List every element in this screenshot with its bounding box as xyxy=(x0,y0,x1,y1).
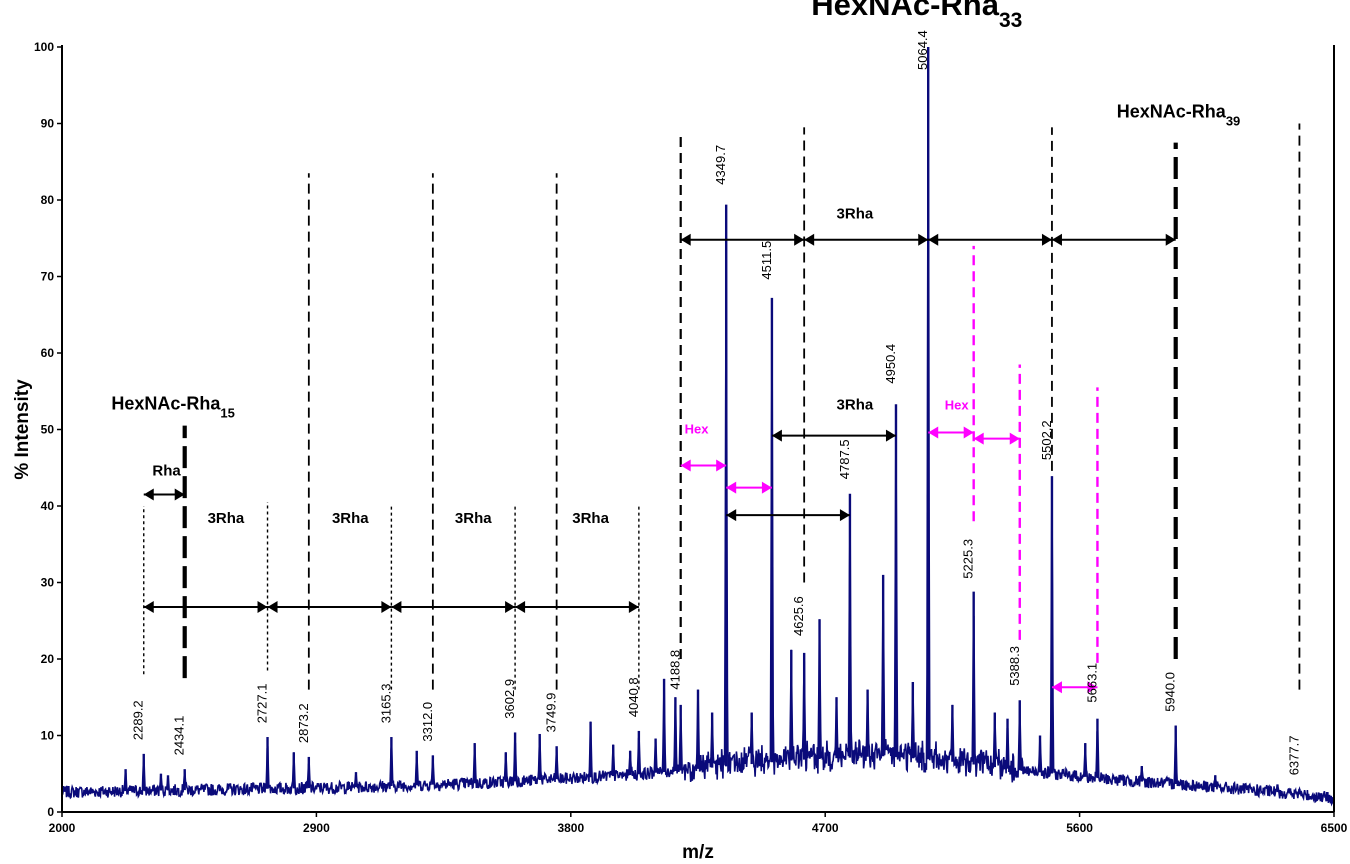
peak-label: 2434.1 xyxy=(172,716,187,756)
peak-label: 2289.2 xyxy=(131,700,146,740)
arrow-head xyxy=(143,488,154,501)
x-tick-label: 6500 xyxy=(1321,821,1348,835)
arrow-head xyxy=(839,509,850,522)
x-tick-label: 3800 xyxy=(557,821,584,835)
arrow-head xyxy=(680,233,691,246)
y-tick-label: 100 xyxy=(34,40,54,54)
arrow-head xyxy=(505,600,516,613)
arrow-head xyxy=(1087,681,1098,694)
series-annotation-title: HexNAc-Rha39 xyxy=(1117,101,1241,128)
x-axis-title: m/z xyxy=(682,842,714,863)
y-tick-label: 80 xyxy=(41,193,55,207)
arrow-head xyxy=(761,481,772,494)
peak-label: 4349.7 xyxy=(713,145,728,185)
peak-label: 3312.0 xyxy=(420,702,435,742)
annotation-label: 3Rha xyxy=(572,510,609,527)
y-tick-label: 90 xyxy=(41,117,55,131)
arrow-head xyxy=(1009,432,1020,445)
arrow-head xyxy=(918,233,929,246)
annotation-label: 3Rha xyxy=(208,510,245,527)
annotation-label: Rha xyxy=(152,462,181,479)
y-tick-label: 50 xyxy=(41,423,55,437)
arrow-head xyxy=(628,600,639,613)
x-tick-label: 2000 xyxy=(49,821,76,835)
peak-label: 4040.8 xyxy=(626,677,641,717)
peak-label: 3165.3 xyxy=(378,684,393,724)
peak-label: 5388.3 xyxy=(1007,646,1022,686)
arrow-head xyxy=(174,488,185,501)
arrow-head xyxy=(973,432,984,445)
peak-label: 2727.1 xyxy=(255,684,270,724)
arrow-head xyxy=(726,509,737,522)
peak-label: 3749.9 xyxy=(544,693,559,733)
arrow-head xyxy=(143,600,154,613)
x-tick-label: 5600 xyxy=(1066,821,1093,835)
y-tick-label: 20 xyxy=(41,652,55,666)
y-tick-label: 30 xyxy=(41,576,55,590)
annotation-label: 3Rha xyxy=(455,510,492,527)
arrow-head xyxy=(381,600,392,613)
axes-group: 2000 2900 3800 4700 5600 6500 0 10 20 30 40 50 60 70 8… xyxy=(12,40,1348,863)
arrow-head xyxy=(885,429,896,442)
peak-label: 4511.5 xyxy=(759,241,774,280)
peak-label: 4950.4 xyxy=(883,344,898,384)
peak-label: 4787.5 xyxy=(837,439,852,479)
peak-label: 2873.2 xyxy=(296,703,311,743)
arrow-head xyxy=(680,459,691,472)
peak-label: 4188.8 xyxy=(668,650,683,690)
y-tick-label: 70 xyxy=(41,270,55,284)
annotation-group: Rha 3Rha 3Rha 3Rha 3Rha 3Rha 3Rha Hex Hex HexNAc-… xyxy=(111,0,1241,694)
x-tick-label: 4700 xyxy=(812,821,839,835)
arrow-head xyxy=(267,600,278,613)
arrow-head xyxy=(1165,233,1176,246)
arrow-head xyxy=(391,600,402,613)
peak-label: 6377.7 xyxy=(1286,736,1301,776)
arrow-head xyxy=(794,233,805,246)
arrow-head xyxy=(726,481,737,494)
reference-lines xyxy=(143,123,1301,690)
peak-label-group: 2289.2 2434.1 2727.1 2873.2 3165.3 3312.0 3602… xyxy=(131,30,1302,775)
peak-label: 5064.4 xyxy=(915,30,930,70)
arrow-head xyxy=(515,600,526,613)
peak-label: 5940.0 xyxy=(1163,672,1178,712)
arrow-head xyxy=(716,459,727,472)
y-tick-label: 10 xyxy=(41,729,55,743)
peak-label: 4625.6 xyxy=(791,596,806,636)
arrow-head xyxy=(257,600,268,613)
peak-label: 5225.3 xyxy=(961,539,976,579)
arrow-head xyxy=(1041,233,1052,246)
y-tick-label: 60 xyxy=(41,346,55,360)
arrow-head xyxy=(1051,233,1062,246)
annotation-label: 3Rha xyxy=(837,397,874,414)
peak-label: 5663.1 xyxy=(1084,663,1099,703)
spectrum-trace-group xyxy=(61,47,1335,807)
y-tick-label: 40 xyxy=(41,499,55,513)
arrow-head xyxy=(1051,681,1062,694)
series-annotation-title: HexNAc-Rha33 xyxy=(811,0,1022,31)
hex-annotation-label: Hex xyxy=(685,421,710,436)
y-tick-label: 0 xyxy=(47,805,54,819)
hex-annotation-label: Hex xyxy=(945,398,970,413)
x-tick-label: 2900 xyxy=(303,821,330,835)
arrow-head xyxy=(963,426,974,439)
series-annotation-title: HexNAc-Rha15 xyxy=(111,394,235,421)
arrow-head xyxy=(771,429,782,442)
y-axis-title: % Intensity xyxy=(12,379,33,480)
arrow-head xyxy=(928,233,939,246)
annotation-label: 3Rha xyxy=(332,510,369,527)
peak-label: 5502.2 xyxy=(1039,420,1054,460)
arrow-head xyxy=(804,233,815,246)
annotation-label: 3Rha xyxy=(837,205,874,222)
peak-label: 3602.9 xyxy=(502,679,517,719)
arrow-head xyxy=(928,426,939,439)
